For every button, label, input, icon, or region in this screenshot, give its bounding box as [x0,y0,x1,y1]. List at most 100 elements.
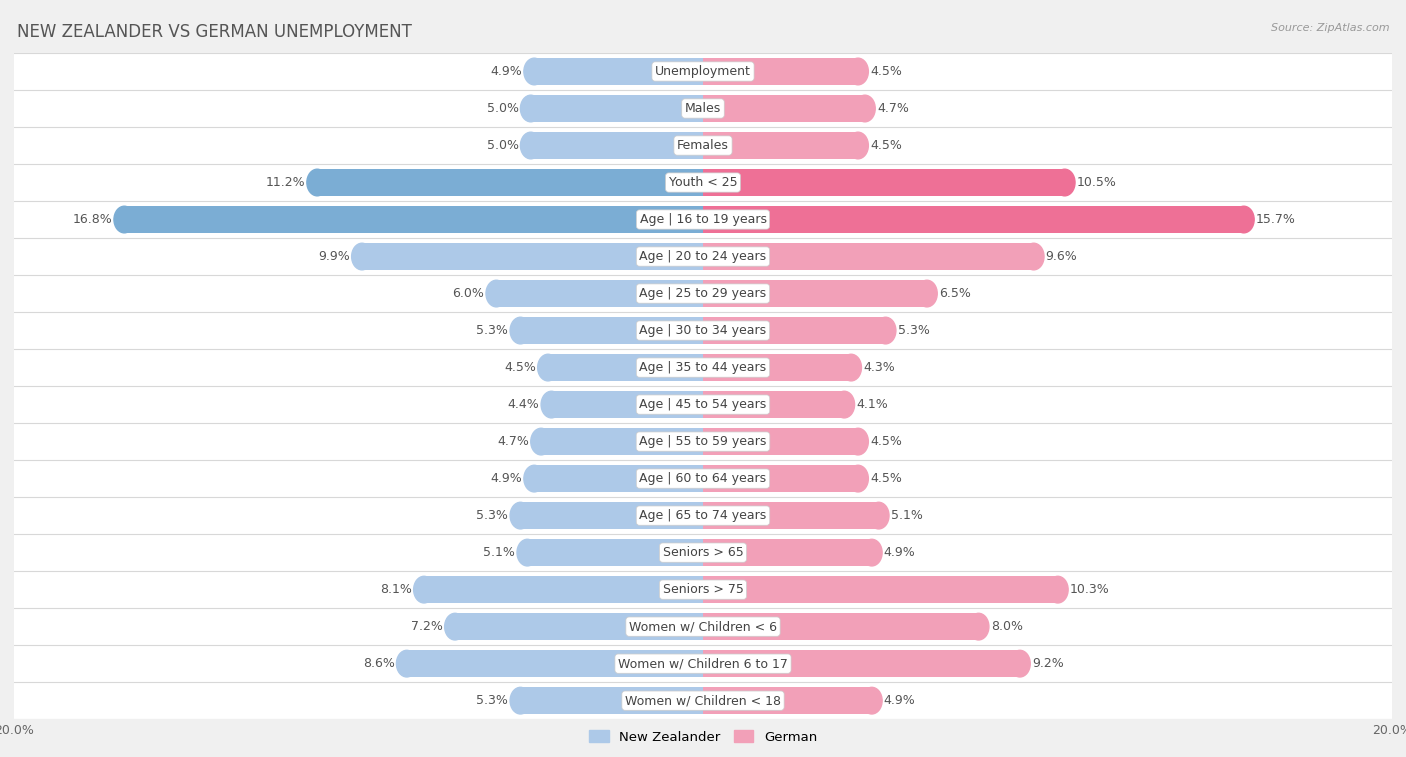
Text: Age | 35 to 44 years: Age | 35 to 44 years [640,361,766,374]
Ellipse shape [510,687,531,714]
Ellipse shape [862,687,882,714]
Text: Unemployment: Unemployment [655,65,751,78]
Bar [425,576,703,603]
Ellipse shape [848,58,869,85]
Bar [14,127,1392,164]
Bar [14,349,1392,386]
Ellipse shape [444,613,465,640]
Ellipse shape [848,428,869,455]
Text: Age | 65 to 74 years: Age | 65 to 74 years [640,509,766,522]
Ellipse shape [1024,243,1045,269]
Text: 5.1%: 5.1% [891,509,922,522]
Bar [124,206,703,233]
Text: Youth < 25: Youth < 25 [669,176,737,189]
Text: 4.4%: 4.4% [508,398,540,411]
Ellipse shape [352,243,373,269]
Text: Males: Males [685,102,721,115]
Ellipse shape [848,466,869,492]
Bar [703,317,886,344]
Text: 16.8%: 16.8% [73,213,112,226]
Text: 6.0%: 6.0% [453,287,484,300]
Bar [703,428,858,455]
Bar [520,687,703,714]
Text: 4.3%: 4.3% [863,361,896,374]
Text: Age | 60 to 64 years: Age | 60 to 64 years [640,472,766,485]
Text: 5.3%: 5.3% [477,694,509,707]
Bar [14,53,1392,90]
Bar [14,386,1392,423]
Ellipse shape [517,539,537,566]
Legend: New Zealander, German: New Zealander, German [583,725,823,749]
Text: 8.6%: 8.6% [363,657,395,670]
Text: 5.3%: 5.3% [477,509,509,522]
Text: 5.0%: 5.0% [486,139,519,152]
Ellipse shape [537,354,558,381]
Ellipse shape [862,539,882,566]
Bar [14,645,1392,682]
Ellipse shape [531,428,551,455]
Text: 11.2%: 11.2% [266,176,305,189]
Text: 4.5%: 4.5% [870,139,901,152]
Text: 5.1%: 5.1% [484,546,515,559]
Text: 10.5%: 10.5% [1077,176,1116,189]
Bar [703,58,858,85]
Bar [703,206,1244,233]
Text: 4.9%: 4.9% [491,65,522,78]
Ellipse shape [834,391,855,418]
Bar [703,539,872,566]
Bar [361,243,703,269]
Ellipse shape [541,391,562,418]
Text: 4.7%: 4.7% [877,102,908,115]
Text: Seniors > 65: Seniors > 65 [662,546,744,559]
Bar [496,280,703,307]
Text: 4.1%: 4.1% [856,398,889,411]
Text: 4.9%: 4.9% [884,694,915,707]
Bar [703,95,865,122]
Bar [14,571,1392,608]
Ellipse shape [114,206,135,233]
Bar [527,539,703,566]
Ellipse shape [855,95,875,122]
Text: 9.6%: 9.6% [1046,250,1077,263]
Text: 6.5%: 6.5% [939,287,970,300]
Text: Women w/ Children < 18: Women w/ Children < 18 [626,694,780,707]
Text: Women w/ Children 6 to 17: Women w/ Children 6 to 17 [619,657,787,670]
Bar [14,534,1392,571]
Text: 15.7%: 15.7% [1256,213,1296,226]
Bar [14,201,1392,238]
Bar [703,243,1033,269]
Ellipse shape [1233,206,1254,233]
Bar [406,650,703,677]
Text: 8.0%: 8.0% [991,620,1022,633]
Ellipse shape [510,317,531,344]
Bar [14,238,1392,275]
Ellipse shape [520,95,541,122]
Bar [703,687,872,714]
Text: Age | 16 to 19 years: Age | 16 to 19 years [640,213,766,226]
Bar [703,354,851,381]
Text: 8.1%: 8.1% [380,583,412,596]
Text: 5.3%: 5.3% [897,324,929,337]
Bar [14,164,1392,201]
Ellipse shape [413,576,434,603]
Ellipse shape [869,503,889,529]
Text: Age | 25 to 29 years: Age | 25 to 29 years [640,287,766,300]
Bar [703,391,844,418]
Text: 4.9%: 4.9% [491,472,522,485]
Bar [14,90,1392,127]
Bar [14,460,1392,497]
Text: 10.3%: 10.3% [1070,583,1109,596]
Ellipse shape [1047,576,1069,603]
Text: Source: ZipAtlas.com: Source: ZipAtlas.com [1271,23,1389,33]
Bar [548,354,703,381]
Text: Women w/ Children < 6: Women w/ Children < 6 [628,620,778,633]
Ellipse shape [520,132,541,159]
Text: Seniors > 75: Seniors > 75 [662,583,744,596]
Text: 4.5%: 4.5% [870,65,901,78]
Text: 4.7%: 4.7% [498,435,529,448]
Bar [703,466,858,492]
Bar [520,317,703,344]
Bar [541,428,703,455]
Bar [14,497,1392,534]
Ellipse shape [1054,170,1076,196]
